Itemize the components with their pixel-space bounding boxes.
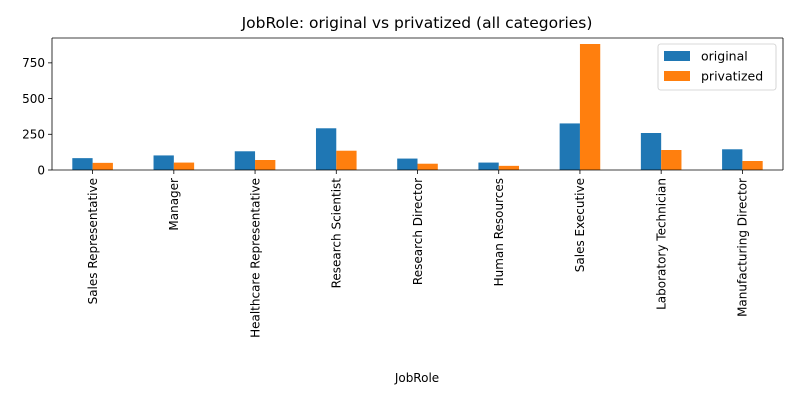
bar-privatized-3: [336, 150, 357, 170]
bar-privatized-4: [417, 163, 438, 170]
y-tick-label-250: 250: [22, 128, 45, 142]
bar-privatized-7: [661, 150, 682, 170]
y-tick-label-750: 750: [22, 56, 45, 70]
bar-original-6: [559, 123, 580, 170]
bar-original-3: [315, 128, 337, 170]
y-tick-label-500: 500: [22, 92, 45, 106]
legend-label-privatized: privatized: [701, 69, 763, 84]
bar-original-1: [153, 155, 174, 170]
legend: original privatized: [657, 43, 777, 91]
x-tick-label-8: Manufacturing Director: [736, 178, 750, 317]
x-tick-label-3: Research Scientist: [330, 178, 344, 289]
bar-privatized-2: [255, 160, 276, 170]
y-tick-label-0: 0: [37, 163, 45, 177]
x-tick-label-4: Research Director: [411, 178, 425, 285]
x-tick-label-0: Sales Representative: [86, 178, 100, 304]
x-tick-label-6: Sales Executive: [573, 178, 587, 272]
bar-privatized-8: [742, 161, 763, 170]
x-tick-label-1: Manager: [167, 178, 181, 231]
x-axis-label: JobRole: [394, 371, 439, 385]
plot-area: 0 250 500 750 Sales Representative Manager Hea…: [22, 37, 784, 338]
bar-original-4: [397, 158, 418, 170]
legend-swatch-original: [664, 51, 690, 61]
bar-original-7: [640, 133, 662, 170]
x-tick-label-7: Laboratory Technician: [654, 178, 668, 310]
bar-privatized-1: [173, 162, 195, 170]
bar-privatized-6: [579, 44, 601, 170]
bar-original-5: [478, 162, 499, 170]
legend-label-original: original: [701, 49, 748, 64]
bar-original-2: [234, 151, 256, 170]
x-tick-label-2: Healthcare Representative: [248, 178, 262, 338]
x-tick-label-5: Human Resources: [492, 178, 506, 286]
bar-privatized-0: [92, 162, 113, 170]
legend-swatch-privatized: [664, 71, 690, 81]
bar-original-0: [72, 158, 93, 170]
bar-privatized-5: [498, 165, 520, 170]
bar-original-8: [722, 149, 743, 170]
chart-title: JobRole: original vs privatized (all cat…: [241, 14, 593, 32]
